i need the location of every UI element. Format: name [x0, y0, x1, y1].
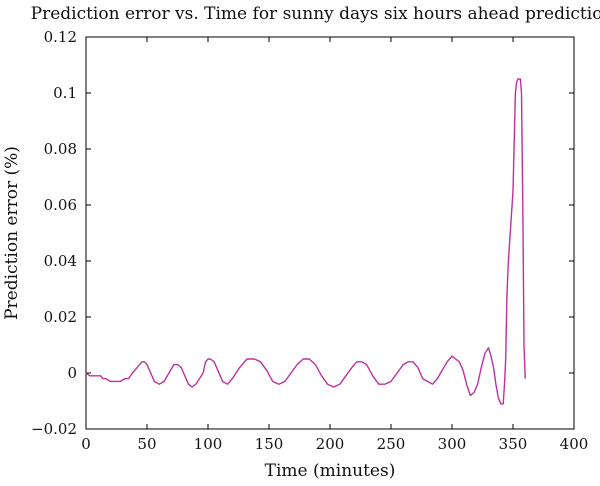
y-tick-label: −0.02 — [31, 420, 77, 438]
y-tick-label: 0.02 — [44, 308, 77, 326]
plot-area — [85, 78, 526, 405]
y-tick-label: 0.06 — [44, 196, 77, 214]
chart-title: Prediction error vs. Time for sunny days… — [31, 4, 600, 24]
y-tick-label: 0.12 — [44, 28, 77, 46]
y-tick-label: 0.08 — [44, 140, 77, 158]
x-tick-label: 100 — [194, 435, 223, 453]
x-tick-label: 0 — [81, 435, 91, 453]
series-line — [85, 78, 526, 405]
y-tick-label: 0 — [67, 364, 77, 382]
x-tick-label: 50 — [137, 435, 156, 453]
axes: 0 50 100 150 200 250 300 350 400−0.0200.020.040.… — [31, 28, 588, 453]
x-tick-label: 150 — [255, 435, 284, 453]
x-tick-label: 200 — [316, 435, 345, 453]
x-tick-label: 400 — [560, 435, 589, 453]
y-axis-label: Prediction error (%) — [2, 146, 22, 320]
x-tick-label: 350 — [499, 435, 528, 453]
x-axis-label: Time (minutes) — [265, 461, 396, 481]
x-tick-label: 250 — [377, 435, 406, 453]
plot-frame — [85, 36, 575, 430]
y-tick-label: 0.04 — [44, 252, 77, 270]
y-tick-label: 0.1 — [53, 84, 77, 102]
x-tick-label: 300 — [438, 435, 467, 453]
